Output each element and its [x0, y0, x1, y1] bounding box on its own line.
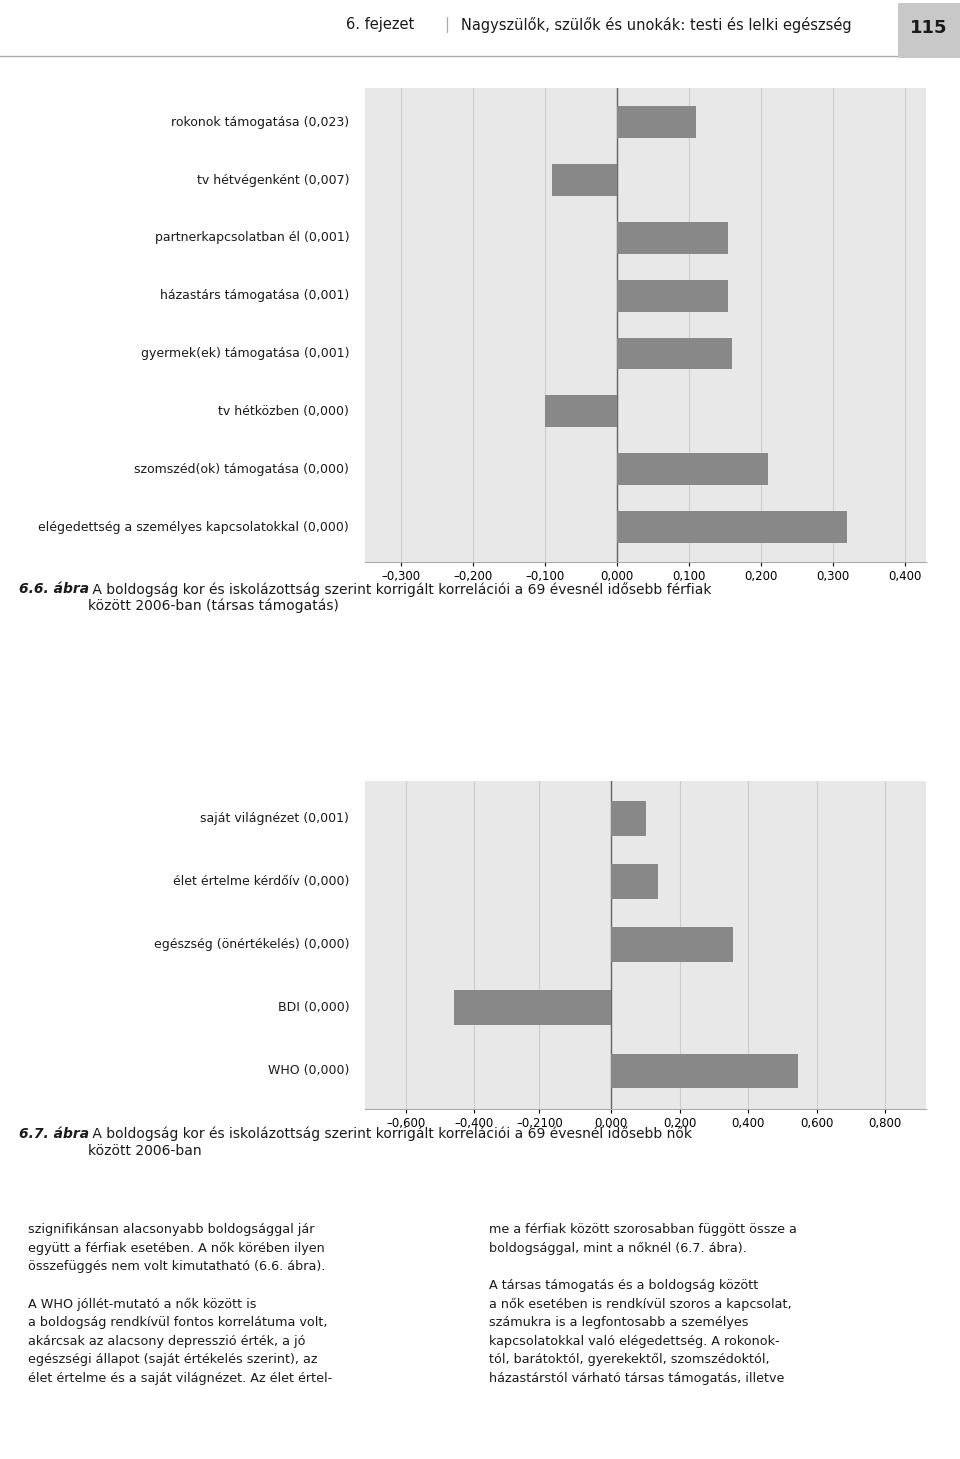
Text: A boldogság kor és iskolázottság szerint korrigált korrelációi a 69 évesnél idős: A boldogság kor és iskolázottság szerint… [88, 1126, 692, 1157]
Text: 115: 115 [909, 19, 948, 36]
Bar [612, 801, 645, 836]
Text: WHO (0,000): WHO (0,000) [268, 1065, 349, 1077]
Bar [616, 222, 729, 254]
Text: házastárs támogatása (0,001): házastárs támogatása (0,001) [160, 289, 349, 302]
Text: egészség (önértékelés) (0,000): egészség (önértékelés) (0,000) [154, 938, 349, 951]
Text: 6.7. ábra: 6.7. ábra [19, 1126, 89, 1141]
Text: gyermek(ek) támogatása (0,001): gyermek(ek) támogatása (0,001) [141, 347, 349, 360]
Bar [616, 280, 729, 312]
Text: Nagyszülők, szülők és unokák: testi és lelki egészség: Nagyszülők, szülők és unokák: testi és l… [461, 16, 852, 32]
Bar [552, 165, 616, 196]
Text: A boldogság kor és iskolázottság szerint korrigált korrelációi a 69 évesnél idős: A boldogság kor és iskolázottság szerint… [88, 582, 711, 613]
Text: elégedettség a személyes kapcsolatokkal (0,000): elégedettség a személyes kapcsolatokkal … [38, 521, 349, 534]
Text: |: | [444, 16, 449, 32]
Bar [616, 337, 732, 369]
Bar [616, 454, 768, 484]
Text: tv hétközben (0,000): tv hétközben (0,000) [218, 404, 349, 417]
Text: BDI (0,000): BDI (0,000) [277, 1001, 349, 1014]
Bar [616, 107, 696, 139]
Text: 6. fejezet: 6. fejezet [346, 18, 414, 32]
Text: tv hétvégenként (0,007): tv hétvégenként (0,007) [197, 174, 349, 187]
Bar [612, 864, 658, 899]
Bar [616, 511, 847, 543]
FancyBboxPatch shape [898, 3, 960, 58]
Bar [544, 395, 616, 427]
Text: saját világnézet (0,001): saját világnézet (0,001) [201, 813, 349, 824]
Text: rokonok támogatása (0,023): rokonok támogatása (0,023) [171, 115, 349, 128]
Text: 6.6. ábra: 6.6. ábra [19, 582, 89, 595]
Text: élet értelme kérdőív (0,000): élet értelme kérdőív (0,000) [173, 875, 349, 889]
Bar [454, 991, 612, 1026]
Bar [612, 1053, 798, 1088]
Text: szignifikánsan alacsonyabb boldogsággal jár
együtt a férfiak esetében. A nők kör: szignifikánsan alacsonyabb boldogsággal … [29, 1223, 333, 1385]
Text: szomszéd(ok) támogatása (0,000): szomszéd(ok) támogatása (0,000) [134, 463, 349, 476]
Text: me a férfiak között szorosabban függött össze a
boldogsággal, mint a nőknél (6.7: me a férfiak között szorosabban függött … [490, 1223, 797, 1385]
Bar [612, 928, 732, 961]
Text: partnerkapcsolatban él (0,001): partnerkapcsolatban él (0,001) [155, 232, 349, 245]
